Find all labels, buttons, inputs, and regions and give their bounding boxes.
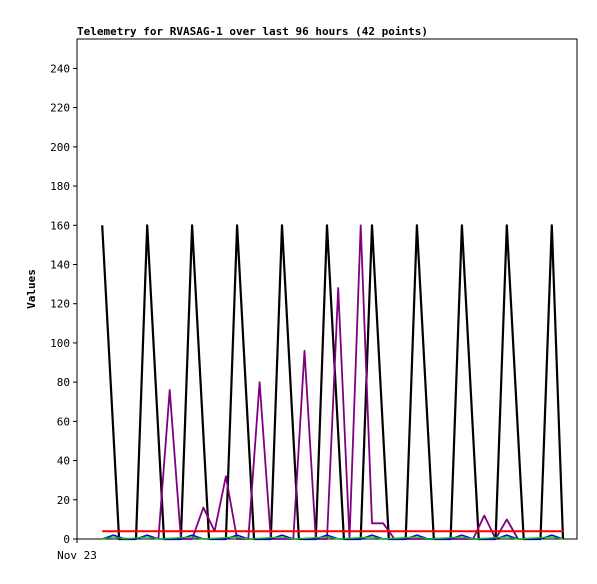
y-axis: 0 20 40 60 80 100 120 140 160 180 200 220 240 xyxy=(50,62,77,546)
y-tick-label: 120 xyxy=(50,298,70,311)
y-axis-label: Values xyxy=(25,269,38,309)
y-tick-label: 140 xyxy=(50,258,70,271)
y-tick-label: 240 xyxy=(50,62,70,75)
y-tick-label: 100 xyxy=(50,337,70,350)
y-tick-label: 220 xyxy=(50,102,70,115)
series-line-3 xyxy=(102,536,564,540)
y-tick-label: 200 xyxy=(50,141,70,154)
x-tick-label: Nov 23 xyxy=(57,549,97,562)
series-group xyxy=(101,224,565,541)
y-tick-label: 160 xyxy=(50,219,70,232)
y-tick-label: 60 xyxy=(57,415,70,428)
y-tick-label: 80 xyxy=(57,376,70,389)
chart-title: Telemetry for RVASAG-1 over last 96 hour… xyxy=(77,25,428,38)
plot-area xyxy=(76,38,578,540)
y-tick-label: 0 xyxy=(63,533,70,546)
y-tick-label: 180 xyxy=(50,180,70,193)
y-tick-label: 40 xyxy=(57,455,70,468)
x-axis: Nov 23 xyxy=(57,539,97,562)
y-tick-label: 20 xyxy=(57,494,70,507)
